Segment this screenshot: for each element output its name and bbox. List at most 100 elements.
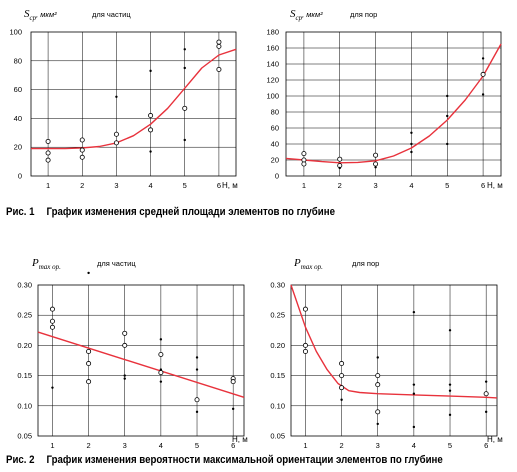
data-point-dot	[159, 380, 163, 383]
y-tick-label: 0.20	[270, 341, 285, 350]
data-point-open	[216, 66, 222, 72]
data-point-dot	[448, 329, 452, 332]
data-point-open	[49, 306, 55, 312]
data-point-dot	[231, 407, 235, 411]
plot-frame	[37, 284, 245, 437]
x-tick-label: 6	[231, 441, 235, 450]
x-tick-label: 5	[195, 441, 199, 450]
trend-curve	[31, 48, 237, 150]
y-tick-label: 140	[266, 60, 279, 69]
data-point-open	[86, 379, 92, 385]
trend-curve	[37, 331, 245, 398]
data-point-open	[182, 105, 188, 111]
data-point-dot	[412, 383, 416, 386]
y-axis-label-subscript: ср	[296, 14, 303, 22]
figure-2-title: График изменения вероятности максимально…	[46, 454, 443, 466]
y-tick-label: 100	[9, 28, 22, 37]
y-axis-label-unit: , мкм²	[302, 10, 323, 19]
y-axis-label-subscript: max ор.	[39, 263, 61, 271]
y-tick-label: 60	[14, 85, 22, 94]
data-point-open	[339, 373, 345, 379]
y-tick-label: 0.25	[270, 311, 285, 320]
data-point-open	[113, 131, 119, 137]
data-point-dot	[410, 131, 413, 134]
y-tick-label: 160	[266, 44, 279, 53]
data-point-dot	[374, 166, 377, 169]
x-tick-label: 2	[338, 181, 342, 190]
x-tick-label: 3	[376, 441, 380, 450]
data-point-open	[216, 43, 222, 49]
data-point-dot	[484, 410, 488, 414]
x-tick-label: 1	[50, 441, 54, 450]
data-point-dot	[481, 57, 485, 60]
data-point-open	[375, 382, 381, 388]
data-point-open	[301, 157, 307, 163]
data-point-open	[337, 156, 343, 162]
figure-2-caption: Рис. 2 График изменения вероятности макси…	[6, 454, 443, 466]
x-axis-label: Н, м	[487, 181, 503, 190]
data-point-dot	[376, 422, 379, 426]
y-axis-label-main: P	[31, 257, 39, 269]
data-point-open	[86, 361, 92, 367]
figure-1-number: Рис. 1	[6, 206, 35, 218]
data-point-dot	[159, 368, 163, 371]
x-tick-label: 3	[373, 181, 377, 190]
y-axis-label-subscript: max ор.	[301, 263, 323, 271]
data-point-dot	[195, 356, 199, 359]
data-point-dot	[412, 392, 416, 395]
x-tick-label: 4	[148, 181, 152, 190]
data-point-open	[113, 140, 119, 146]
data-point-open	[45, 138, 51, 144]
data-point-open	[49, 324, 55, 330]
data-point-open	[302, 306, 308, 312]
figure-1-title: График изменения средней площади элемент…	[46, 206, 335, 218]
data-point-dot	[446, 142, 449, 146]
data-point-open	[86, 348, 92, 354]
data-point-dot	[159, 338, 163, 341]
y-tick-label: 0.05	[270, 432, 285, 441]
data-point-dot	[340, 398, 343, 401]
y-tick-label: 0.20	[17, 341, 32, 350]
data-point-dot	[338, 166, 341, 170]
y-tick-label: 100	[266, 92, 279, 101]
data-point-open	[339, 385, 345, 391]
x-tick-label: 1	[303, 441, 307, 450]
data-point-open	[79, 154, 85, 160]
data-point-dot	[481, 93, 485, 96]
data-point-open	[45, 150, 51, 156]
y-tick-label: 0.30	[17, 281, 32, 290]
y-tick-label: 20	[271, 156, 279, 165]
data-point-open	[301, 151, 307, 157]
y-tick-label: 40	[271, 140, 279, 149]
plot-frame	[290, 284, 498, 437]
data-point-open	[148, 113, 154, 119]
y-tick-label: 0	[18, 172, 22, 181]
chart-subtitle: для частиц	[97, 259, 136, 268]
x-tick-label: 6	[217, 181, 221, 190]
x-tick-label: 4	[412, 441, 416, 450]
figure-2-number: Рис. 2	[6, 454, 35, 466]
data-point-dot	[448, 413, 452, 417]
y-axis-label: Sср, мкм²	[24, 8, 57, 22]
y-axis-label-main: S	[290, 8, 296, 20]
data-point-dot	[446, 114, 449, 118]
y-tick-label: 0.25	[17, 311, 32, 320]
data-point-dot	[183, 48, 186, 51]
plot-frame	[285, 31, 502, 177]
data-point-dot	[448, 389, 452, 392]
data-point-open	[158, 370, 164, 376]
data-point-open	[158, 351, 164, 357]
x-tick-label: 2	[87, 441, 91, 450]
x-axis-label: Н, м	[222, 181, 238, 190]
data-point-dot	[183, 66, 186, 70]
data-point-open	[483, 391, 489, 397]
x-tick-label: 2	[80, 181, 84, 190]
data-point-open	[373, 152, 379, 158]
y-tick-label: 0.10	[17, 401, 32, 410]
data-point-dot	[410, 150, 413, 154]
x-tick-label: 6	[481, 181, 485, 190]
x-tick-label: 6	[484, 441, 488, 450]
data-point-open	[49, 318, 55, 324]
x-axis-label: Н, м	[232, 435, 248, 444]
y-tick-label: 0.15	[270, 371, 285, 380]
